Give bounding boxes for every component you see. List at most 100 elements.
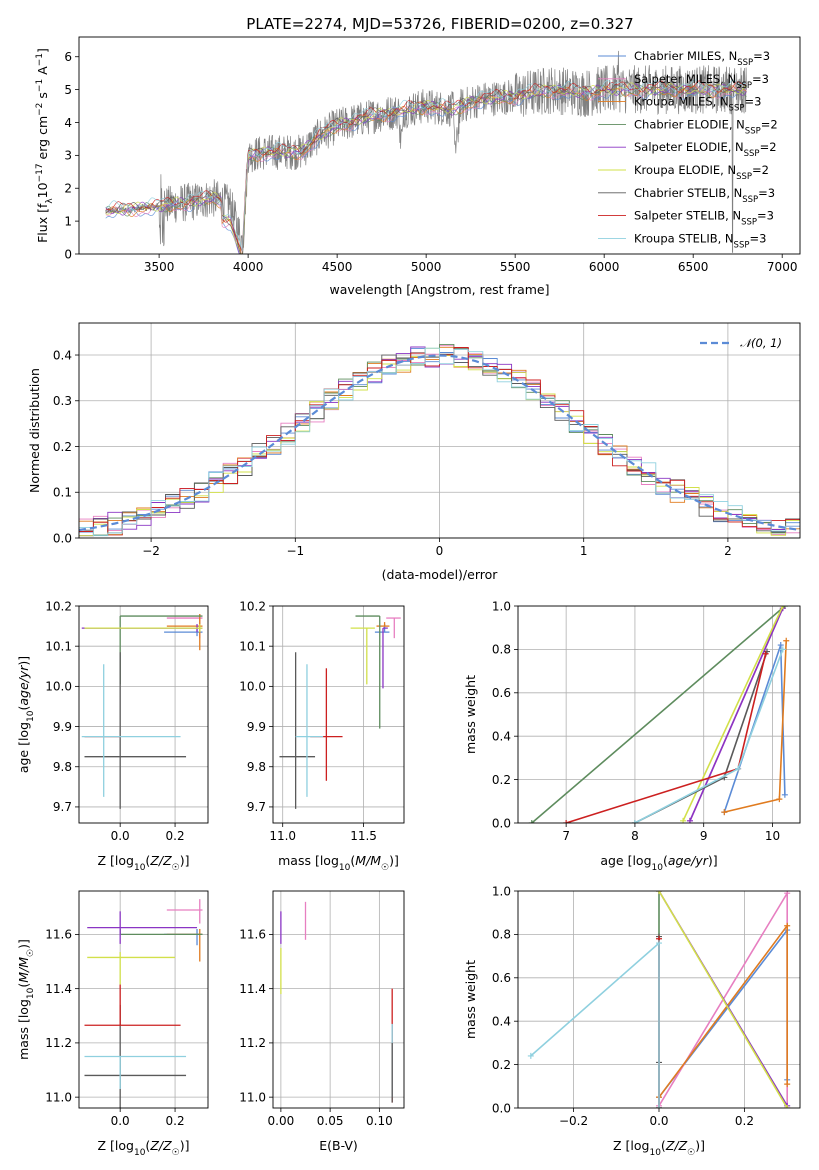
x-tick-label: 0.2 — [166, 1114, 185, 1128]
panel-residuals: −2 −1 0 1 2 0.0 0.1 0.2 0.3 0.4 (data-model)/error… — [27, 322, 801, 582]
axes-frame — [78, 322, 801, 539]
x-tick-label: 6000 — [589, 260, 620, 274]
model-spectrum-kroupa_miles — [105, 85, 747, 254]
y-tick-label: 11.4 — [45, 982, 72, 996]
panel-age_vs_mass: 11.0 11.5 9.7 9.8 9.9 10.0 10.1 10.2 mass [log10… — [239, 599, 405, 873]
y-axis-label: age [log10(age/yr)] — [16, 656, 36, 773]
observed-spectrum — [105, 50, 747, 254]
y-tick-label: 10.0 — [45, 680, 72, 694]
y-tick-label: 4 — [64, 116, 72, 130]
series-line-kroupa_stelib — [530, 941, 660, 1108]
histogram-kroupa_stelib — [79, 347, 800, 537]
y-tick-label: 1.0 — [492, 599, 511, 613]
series-marker-chabrier_elodie — [528, 820, 535, 823]
series-line-kroupa_elodie — [682, 606, 784, 822]
legend-entry: Salpeter ELODIE, NSSP=2 — [634, 140, 777, 159]
x-tick-label: 3500 — [144, 260, 175, 274]
series-line-kroupa_miles — [658, 923, 788, 1098]
y-tick-label: 10.1 — [239, 639, 266, 653]
legend-entry: Kroupa ELODIE, NSSP=2 — [634, 163, 769, 182]
y-tick-label: 11.0 — [45, 1090, 72, 1104]
series-marker-salpeter_stelib — [762, 650, 769, 657]
series-marker-kroupa_miles — [776, 796, 783, 803]
series-marker-chabrier_miles — [777, 642, 784, 649]
y-axis-label: mass weight — [463, 675, 478, 754]
x-tick-label: 0.05 — [317, 1114, 344, 1128]
plot-area — [79, 891, 208, 1108]
y-tick-label: 2 — [64, 182, 72, 196]
series-marker-kroupa_miles — [784, 1081, 791, 1088]
y-tick-label: 11.4 — [239, 982, 266, 996]
x-tick-label: 0 — [436, 544, 444, 558]
series-marker-chabrier_miles — [781, 791, 788, 798]
x-tick-label: 7000 — [767, 260, 798, 274]
series-marker-kroupa_elodie — [656, 891, 662, 894]
x-tick-label: −2 — [142, 544, 160, 558]
series-marker-kroupa_miles — [783, 637, 790, 644]
series-marker-kroupa_stelib — [656, 1105, 662, 1108]
legend-entry: 𝒩(0, 1) — [740, 336, 782, 350]
x-tick-label: 11.5 — [350, 829, 377, 843]
y-tick-label: 0.4 — [492, 730, 511, 744]
series-marker-kroupa_stelib — [527, 1052, 534, 1059]
x-tick-label: 9 — [700, 829, 708, 843]
series-marker-kroupa_stelib — [631, 820, 638, 823]
y-tick-label: 0.2 — [492, 1058, 511, 1072]
y-axis-label: mass weight — [463, 960, 478, 1039]
y-tick-label: 0.6 — [492, 686, 511, 700]
plot-area — [518, 891, 800, 1108]
axes-frame — [78, 605, 209, 824]
x-axis-label: mass [log10(M/M☉)] — [278, 853, 399, 873]
y-axis-label: Normed distribution — [27, 368, 42, 493]
y-tick-label: 10.0 — [239, 680, 266, 694]
y-tick-label: 1.0 — [492, 884, 511, 898]
plot-area — [79, 323, 800, 538]
x-tick-label: 8 — [631, 829, 639, 843]
y-axis-label: Flux [fλ10−17 erg cm−2 s−1 A−1] — [35, 48, 55, 243]
x-tick-label: 5000 — [411, 260, 442, 274]
x-tick-label: 0.00 — [268, 1114, 295, 1128]
axes-frame — [78, 890, 209, 1109]
y-tick-label: 9.9 — [53, 720, 72, 734]
y-tick-label: 5 — [64, 83, 72, 97]
y-tick-label: 11.0 — [239, 1090, 266, 1104]
series-marker-kroupa_elodie — [779, 606, 786, 609]
normal-curve — [79, 354, 800, 532]
model-spectrum-salpeter_miles — [105, 86, 747, 254]
series-marker-kroupa_miles — [784, 922, 791, 929]
model-spectrum-chabrier_miles — [105, 87, 747, 254]
series-marker-kroupa_stelib — [779, 646, 786, 653]
x-axis-label: (data-model)/error — [382, 567, 499, 582]
legend-entry: Chabrier MILES, NSSP=3 — [634, 49, 770, 68]
x-tick-label: 0.10 — [366, 1114, 393, 1128]
series-marker-kroupa_miles — [721, 809, 728, 816]
panel-massweight_vs_Z: −0.2 0.0 0.2 0.0 0.2 0.4 0.6 0.8 1.0 Z [log10(Z/Z… — [463, 884, 801, 1158]
model-spectrum-salpeter_elodie — [105, 83, 747, 254]
x-tick-label: 6500 — [678, 260, 709, 274]
panel-massweight_vs_age: 7 8 9 10 0.0 0.2 0.4 0.6 0.8 1.0 age [log10(age/yr… — [463, 599, 801, 873]
y-tick-label: 11.2 — [239, 1036, 266, 1050]
y-tick-label: 0.0 — [492, 816, 511, 830]
x-tick-label: 0.0 — [649, 1114, 668, 1128]
x-tick-label: 0.2 — [166, 829, 185, 843]
figure-title: PLATE=2274, MJD=53726, FIBERID=0200, z=0… — [246, 15, 633, 33]
y-tick-label: 0.2 — [53, 440, 72, 454]
legend-entry: Chabrier ELODIE, NSSP=2 — [634, 117, 778, 136]
legend-entry: Salpeter STELIB, NSSP=3 — [634, 209, 774, 228]
x-tick-label: −0.2 — [559, 1114, 588, 1128]
series-marker-kroupa_stelib — [656, 940, 662, 947]
y-tick-label: 11.6 — [239, 928, 266, 942]
y-tick-label: 9.8 — [53, 760, 72, 774]
y-tick-label: 9.7 — [53, 800, 72, 814]
x-tick-label: 4000 — [233, 260, 264, 274]
y-tick-label: 0.0 — [492, 1101, 511, 1115]
series-line-kroupa_elodie — [658, 891, 788, 1108]
series-marker-kroupa_elodie — [784, 1105, 791, 1108]
y-tick-label: 0.4 — [53, 348, 72, 362]
x-axis-label: Z [log10(Z/Z☉)] — [98, 1138, 190, 1158]
legend: Chabrier MILES, NSSP=3 Salpeter MILES, NS… — [598, 49, 778, 250]
series-marker-kroupa_stelib — [735, 765, 742, 772]
y-tick-label: 0.8 — [492, 928, 511, 942]
axes-frame — [517, 605, 801, 824]
x-tick-label: 0.0 — [111, 829, 130, 843]
